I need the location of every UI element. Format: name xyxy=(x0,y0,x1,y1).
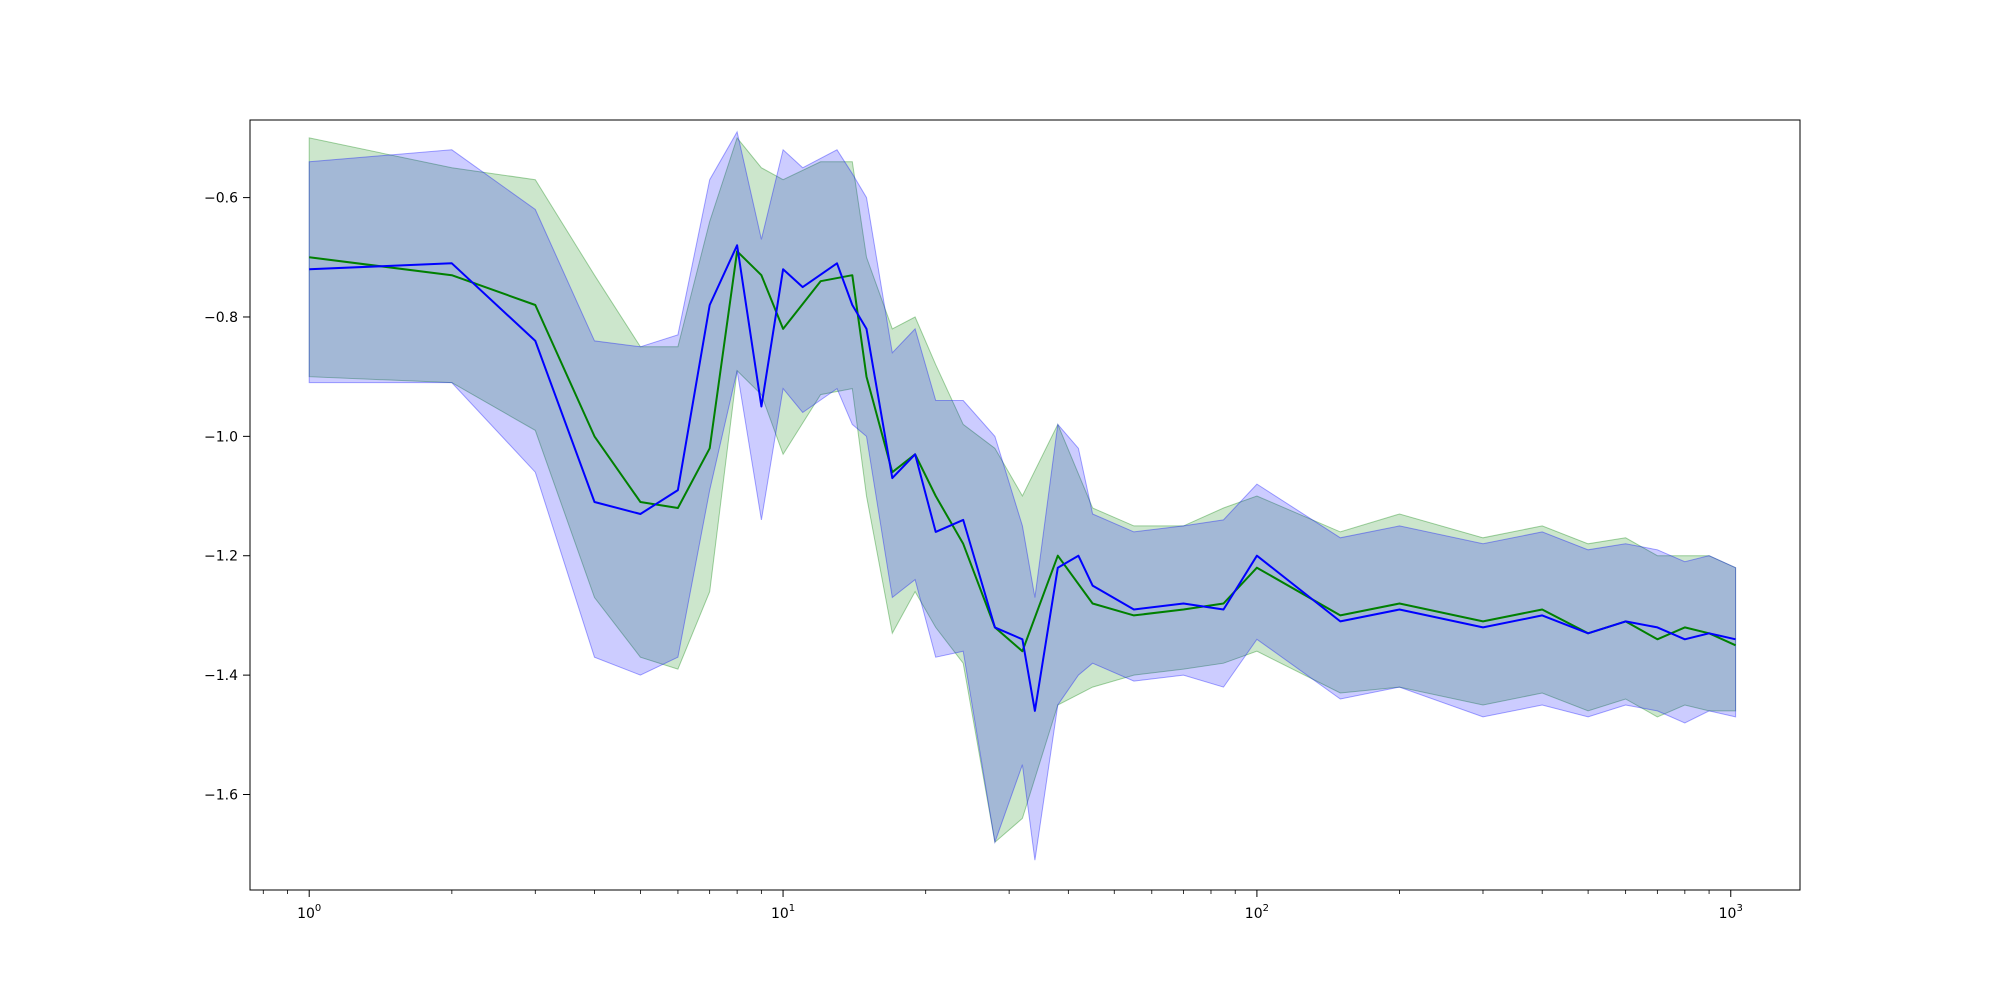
x-tick-exponent: 2 xyxy=(1263,903,1269,914)
y-tick-label: −0.6 xyxy=(204,191,238,207)
x-tick-label: 102 xyxy=(1245,903,1269,922)
series-1-band xyxy=(308,136,1737,844)
x-axis: 100 101 102 103 xyxy=(262,890,1743,922)
x-tick-exponent: 1 xyxy=(789,903,795,914)
x-tick-label: 101 xyxy=(771,903,795,922)
x-tick-base: 10 xyxy=(771,906,789,922)
x-tick-base: 10 xyxy=(297,906,315,922)
series-2-line xyxy=(309,244,1736,712)
x-tick-base: 10 xyxy=(1719,906,1737,922)
series-2-band xyxy=(308,130,1737,861)
x-tick-label: 100 xyxy=(297,903,321,922)
x-tick-base: 10 xyxy=(1245,906,1263,922)
plot-area xyxy=(308,130,1737,861)
y-axis: −0.6 −0.8 −1.0 −1.2 −1.4 −1.6 xyxy=(204,191,250,803)
y-tick-label: −1.2 xyxy=(204,549,238,565)
x-tick-exponent: 3 xyxy=(1736,903,1742,914)
y-tick-label: −1.0 xyxy=(204,429,238,445)
axes-frame xyxy=(249,119,1801,891)
y-tick-label: −1.4 xyxy=(204,668,238,684)
x-tick-exponent: 0 xyxy=(315,903,321,914)
y-tick-label: −1.6 xyxy=(204,787,238,803)
x-tick-label: 103 xyxy=(1719,903,1743,922)
y-tick-label: −0.8 xyxy=(204,310,238,326)
